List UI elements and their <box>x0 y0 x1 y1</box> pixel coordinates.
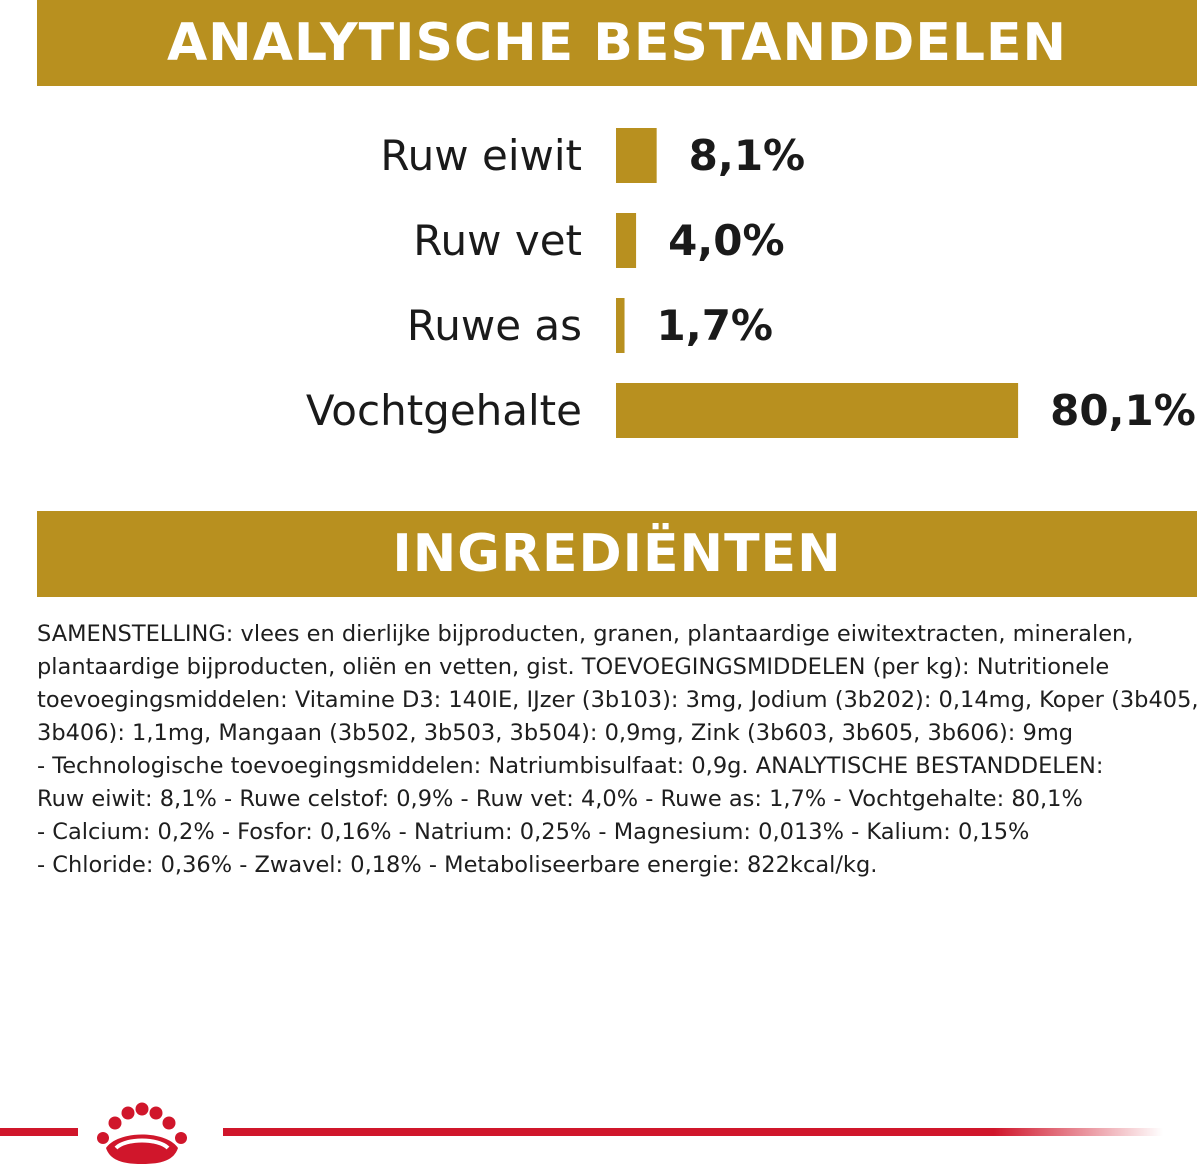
composition-line: 3b406): 1,1mg, Mangaan (3b502, 3b503, 3b… <box>37 720 1074 746</box>
ingredients-banner: INGREDIËNTEN <box>37 511 1197 597</box>
composition-line: plantaardige bijproducten, oliën en vett… <box>37 654 1110 680</box>
nutrient-bar-chart: Ruw eiwit 8,1% Ruw vet 4,0% Ruwe as 1,7% Vocht… <box>306 128 1196 438</box>
value-label: 8,1% <box>689 131 805 180</box>
analytical-banner: ANALYTISCHE BESTANDDELEN <box>37 0 1197 86</box>
value-label: 1,7% <box>657 301 773 350</box>
category-label: Ruw vet <box>413 216 582 265</box>
composition-line: - Technologische toevoegingsmiddelen: Na… <box>37 753 1104 779</box>
bar <box>616 128 657 183</box>
composition-line: - Calcium: 0,2% - Fosfor: 0,16% - Natriu… <box>37 819 1030 845</box>
analytical-title: ANALYTISCHE BESTANDDELEN <box>166 13 1068 73</box>
composition-text: SAMENSTELLING: vlees en dierlijke bijpro… <box>37 618 1199 882</box>
crown-icon <box>97 1102 187 1164</box>
composition-line: Ruw eiwit: 8,1% - Ruwe celstof: 0,9% - R… <box>37 786 1083 812</box>
category-label: Ruw eiwit <box>380 131 582 180</box>
value-label: 4,0% <box>668 216 784 265</box>
ingredients-title: INGREDIËNTEN <box>392 524 842 584</box>
value-label: 80,1% <box>1050 386 1196 435</box>
composition-line: toevoegingsmiddelen: Vitamine D3: 140IE,… <box>37 687 1199 713</box>
footer-line-right <box>223 1128 1163 1136</box>
category-label: Ruwe as <box>407 301 582 350</box>
bar <box>616 298 625 353</box>
footer-line-left <box>0 1128 78 1136</box>
composition-line: SAMENSTELLING: vlees en dierlijke bijpro… <box>37 621 1134 647</box>
bar <box>616 213 637 268</box>
bar <box>616 383 1019 438</box>
category-label: Vochtgehalte <box>306 386 582 435</box>
composition-line: - Chloride: 0,36% - Zwavel: 0,18% - Meta… <box>37 852 878 878</box>
